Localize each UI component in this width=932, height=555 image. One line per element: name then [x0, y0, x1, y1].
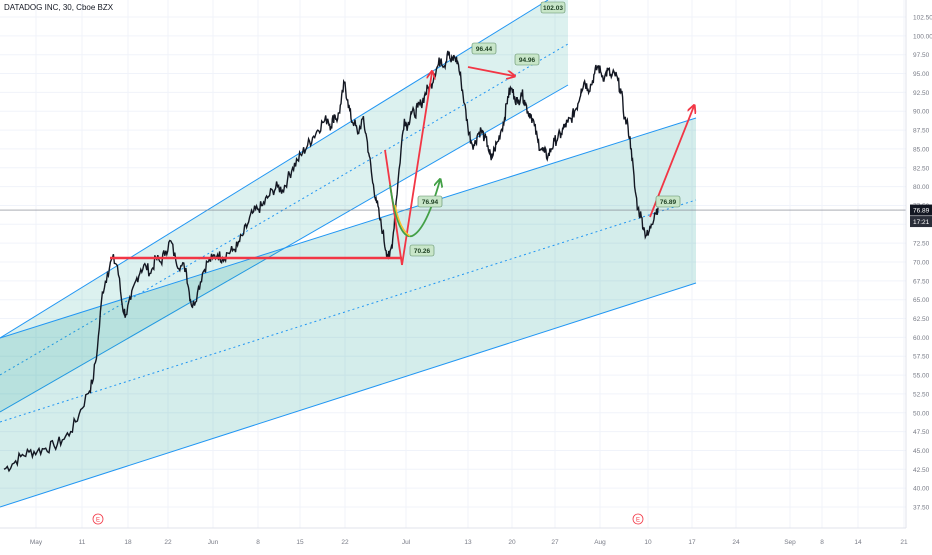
x-tick-label: 10 — [644, 539, 652, 546]
x-tick-label: May — [30, 539, 43, 546]
last-price-badge: 76.89 — [910, 204, 932, 216]
x-tick-label: 21 — [900, 539, 908, 546]
annotation-label: 94.96 — [519, 57, 536, 64]
red-arrow-right — [467, 66, 514, 76]
price-annotation: 70.26 — [409, 244, 435, 257]
y-tick-label: 50.00 — [913, 410, 930, 417]
y-tick-label: 65.00 — [913, 297, 930, 304]
x-tick-label: Sep — [784, 539, 796, 546]
y-tick-label: 37.50 — [913, 505, 930, 512]
y-tick-label: 87.50 — [913, 128, 930, 135]
y-tick-label: 62.50 — [913, 316, 930, 323]
y-tick-label: 42.50 — [913, 467, 930, 474]
x-tick-label: 14 — [854, 539, 862, 546]
countdown-value: 17:21 — [913, 219, 930, 226]
y-tick-label: 82.50 — [913, 165, 930, 172]
lower-channel-top — [0, 117, 697, 339]
y-tick-label: 52.50 — [913, 391, 930, 398]
upper-channel-top — [0, 0, 549, 339]
earnings-marker-label: E — [636, 518, 640, 524]
price-axis: 102.50 100.00 97.50 95.00 92.50 90.00 87.50 85.… — [905, 0, 932, 528]
earnings-marker-circle — [632, 513, 644, 525]
y-tick-label: 97.50 — [913, 52, 930, 59]
annotation-label: 96.44 — [476, 46, 493, 53]
x-tick-label: Jun — [208, 539, 219, 546]
x-tick-label: Aug — [594, 539, 606, 546]
x-tick-label: 8 — [256, 539, 260, 546]
last-price-badge-bg — [910, 204, 932, 216]
x-tick-label: Jul — [402, 539, 411, 546]
y-tick-label: 60.00 — [913, 335, 930, 342]
y-tick-label: 100.00 — [913, 33, 932, 40]
annotation-label: 102.03 — [543, 5, 563, 12]
annotation-box — [540, 1, 566, 14]
annotation-box — [409, 244, 435, 257]
y-tick-label: 92.50 — [913, 90, 930, 97]
y-tick-label: 57.50 — [913, 354, 930, 361]
lower-channel-fill — [0, 118, 696, 507]
y-tick-label: 45.00 — [913, 448, 930, 455]
annotation-box — [417, 195, 443, 208]
lower-channel-bottom — [0, 282, 697, 508]
earnings-marker-circle — [92, 513, 104, 525]
x-tick-label: 20 — [508, 539, 516, 546]
x-tick-label: 13 — [464, 539, 472, 546]
last-price-value: 76.89 — [913, 208, 930, 215]
x-tick-label: 15 — [296, 539, 304, 546]
x-tick-label: 8 — [820, 539, 824, 546]
y-tick-label: 80.00 — [913, 184, 930, 191]
x-tick-label: 27 — [551, 539, 559, 546]
y-tick-label: 40.00 — [913, 486, 930, 493]
y-tick-label: 95.00 — [913, 71, 930, 78]
price-annotation: 96.44 — [471, 42, 497, 55]
y-tick-label: 72.50 — [913, 241, 930, 248]
y-tick-label: 90.00 — [913, 109, 930, 116]
x-tick-label: 22 — [164, 539, 172, 546]
y-tick-label: 85.00 — [913, 146, 930, 153]
earnings-marker: E — [632, 513, 644, 525]
y-tick-label: 70.00 — [913, 260, 930, 267]
grid-lines — [0, 0, 906, 528]
annotation-box — [471, 42, 497, 55]
x-tick-label: 24 — [732, 539, 740, 546]
yellow-curve-segment — [394, 204, 411, 237]
chart-title: DATADOG INC, 30, Cboe BZX — [4, 3, 114, 12]
upper-channel-fill — [0, 0, 568, 412]
annotation-label: 76.94 — [422, 199, 439, 206]
annotation-box — [514, 53, 540, 66]
annotation-box — [655, 195, 681, 208]
price-annotation: 76.89 — [655, 195, 681, 208]
annotation-label: 70.26 — [414, 248, 431, 255]
earnings-marker-label: E — [96, 518, 100, 524]
x-tick-label: 18 — [124, 539, 132, 546]
time-axis: May 11 18 22 Jun 8 15 22 Jul 13 20 27 Aug 10 17 24 Sep 8 1… — [0, 527, 908, 546]
channels — [0, 0, 697, 508]
x-tick-label: 17 — [688, 539, 696, 546]
y-tick-label: 67.50 — [913, 278, 930, 285]
annotation-label: 76.89 — [660, 199, 677, 206]
price-series-line — [3, 50, 659, 473]
price-annotation: 76.94 — [417, 195, 443, 208]
y-tick-label: 55.00 — [913, 373, 930, 380]
y-tick-label: 47.50 — [913, 429, 930, 436]
earnings-marker: E — [92, 513, 104, 525]
x-tick-label: 11 — [79, 539, 86, 546]
lower-channel-mid — [0, 199, 697, 423]
countdown-badge: 17:21 — [910, 216, 932, 228]
countdown-badge-bg — [910, 216, 932, 228]
price-annotation: 102.03 — [540, 1, 566, 14]
x-tick-label: 22 — [341, 539, 349, 546]
y-tick-label: 102.50 — [913, 15, 932, 22]
price-annotation: 94.96 — [514, 53, 540, 66]
